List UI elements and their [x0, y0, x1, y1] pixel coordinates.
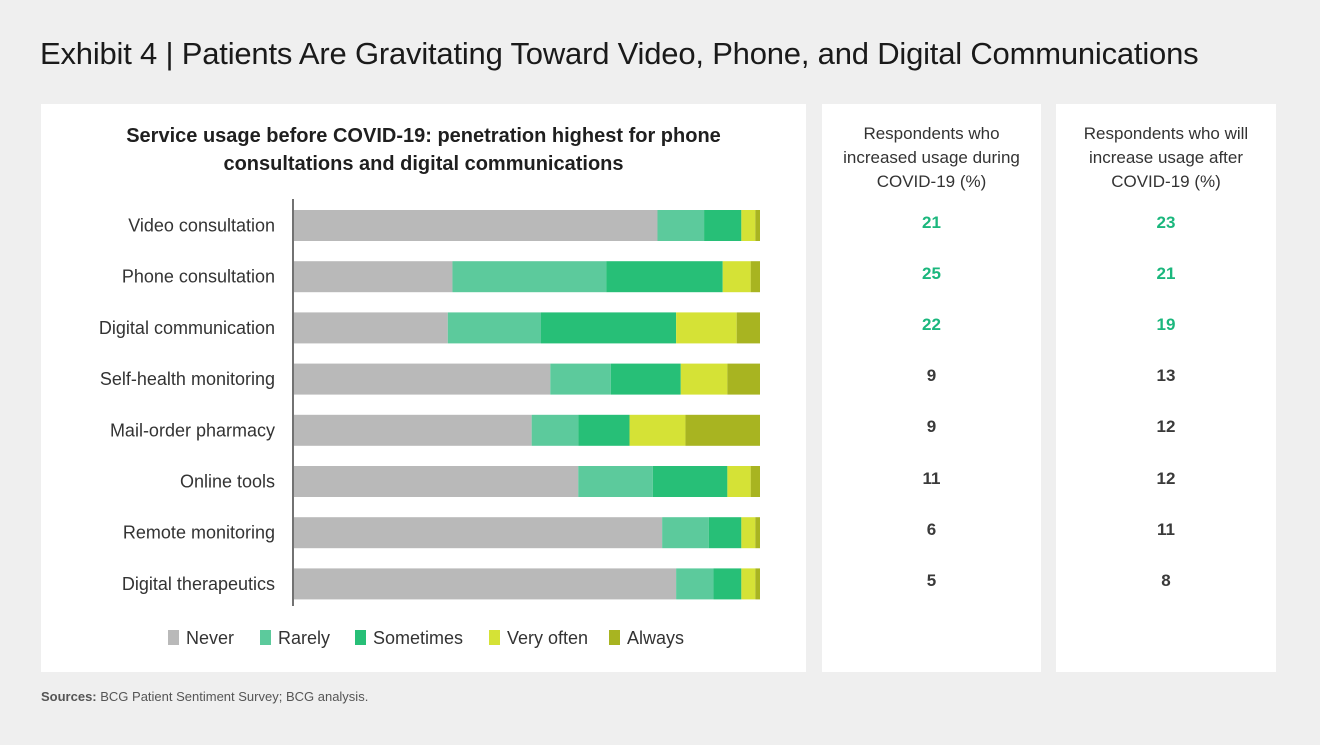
- percentage-value: 12: [1156, 468, 1176, 488]
- bar-segment-very-often: [741, 568, 756, 600]
- category-label: Self-health monitoring: [100, 369, 275, 389]
- header-line: Respondents who: [863, 124, 1000, 143]
- bar-segment-always: [755, 568, 760, 600]
- sources-label: Sources:: [41, 689, 97, 704]
- header-line: COVID-19 (%): [876, 172, 987, 191]
- percentage-value: 22: [922, 314, 941, 334]
- chart-title-line-2: consultations and digital communications: [223, 153, 624, 175]
- legend-swatch-very-often: [489, 630, 500, 645]
- percentage-value: 9: [926, 417, 937, 437]
- bar-segment-rarely: [657, 210, 705, 241]
- bar-segment-very-often: [676, 312, 737, 344]
- bar-segment-sometimes: [606, 261, 723, 293]
- percentage-value: 6: [926, 519, 937, 539]
- bar-segment-sometimes: [610, 363, 681, 395]
- legend-swatch-rarely: [260, 630, 271, 645]
- bar-segment-always: [685, 414, 760, 446]
- bar-segment-always: [755, 517, 760, 549]
- increased-during-column: Respondents who increased usage during C…: [822, 104, 1041, 672]
- legend-swatch-never: [168, 630, 179, 645]
- bar-segment-rarely: [578, 466, 653, 497]
- header-line: increase usage after: [1088, 148, 1244, 167]
- bar-segment-always: [755, 210, 760, 241]
- header-line: Respondents who will: [1083, 124, 1249, 143]
- bar-segment-sometimes: [704, 210, 742, 241]
- bar-segment-sometimes: [578, 414, 630, 446]
- legend-label: Very often: [507, 628, 588, 648]
- legend-label: Always: [627, 628, 684, 648]
- bar-segment-rarely: [452, 261, 607, 293]
- increased-during-header: Respondents who increased usage during C…: [822, 122, 1041, 194]
- percentage-value: 25: [922, 263, 941, 283]
- legend-label: Never: [186, 628, 234, 648]
- percentage-value: 11: [1157, 519, 1175, 539]
- category-label: Digital therapeutics: [122, 574, 275, 594]
- bar-segment-always: [750, 466, 760, 497]
- sources-text: BCG Patient Sentiment Survey; BCG analys…: [96, 689, 369, 704]
- percentage-value: 23: [1156, 212, 1176, 232]
- bar-segment-always: [736, 312, 760, 344]
- percentage-value: 5: [926, 570, 937, 590]
- bar-segment-never: [294, 517, 663, 549]
- bar-segment-never: [294, 363, 551, 395]
- bar-segment-rarely: [531, 414, 579, 446]
- bar-segment-very-often: [741, 210, 756, 241]
- legend-label: Rarely: [278, 628, 330, 648]
- header-line: increased usage during: [843, 148, 1020, 167]
- bar-segment-sometimes: [713, 568, 742, 600]
- bar-segment-never: [294, 414, 532, 446]
- bar-segment-rarely: [662, 517, 709, 549]
- bar-segment-never: [294, 261, 453, 293]
- category-label: Digital communication: [99, 318, 275, 338]
- percentage-value: 8: [1161, 570, 1171, 590]
- category-label: Mail-order pharmacy: [110, 420, 275, 440]
- stacked-bar-chart: Video consultation Phone consultation Digi…: [99, 199, 760, 648]
- page-title: Exhibit 4 | Patients Are Gravitating Tow…: [40, 36, 1199, 71]
- legend-label: Sometimes: [373, 628, 463, 648]
- category-label: Video consultation: [128, 216, 275, 236]
- chart-panel: Service usage before COVID-19: penetrati…: [41, 104, 806, 672]
- bar-segment-rarely: [550, 363, 611, 395]
- percentage-value: 13: [1156, 366, 1176, 386]
- bar-segment-very-often: [722, 261, 751, 293]
- bar-segment-sometimes: [540, 312, 677, 344]
- percentage-value: 11: [922, 468, 941, 488]
- bar-segment-never: [294, 568, 677, 600]
- bar-segment-sometimes: [708, 517, 742, 549]
- percentage-value: 21: [922, 212, 941, 232]
- bar-segment-very-often: [727, 466, 751, 497]
- bar-segment-sometimes: [652, 466, 728, 497]
- increase-after-column: Respondents who will increase usage afte…: [1056, 104, 1276, 672]
- percentage-value: 9: [926, 366, 937, 386]
- bar-segment-rarely: [676, 568, 714, 600]
- sources-note: Sources: BCG Patient Sentiment Survey; B…: [41, 689, 368, 704]
- bar-segment-very-often: [680, 363, 728, 395]
- category-label: Remote monitoring: [123, 523, 275, 543]
- bar-segment-never: [294, 210, 658, 241]
- increase-after-header: Respondents who will increase usage afte…: [1056, 122, 1276, 194]
- percentage-value: 19: [1156, 314, 1176, 334]
- category-label: Phone consultation: [122, 267, 275, 287]
- bar-segment-never: [294, 312, 448, 344]
- bar-segment-very-often: [741, 517, 756, 549]
- bar-segment-rarely: [447, 312, 541, 344]
- bar-segment-very-often: [629, 414, 686, 446]
- legend-swatch-always: [609, 630, 620, 645]
- bar-segment-always: [750, 261, 760, 293]
- bar-segment-never: [294, 466, 579, 497]
- percentage-value: 12: [1156, 417, 1176, 437]
- header-line: COVID-19 (%): [1111, 172, 1221, 191]
- category-label: Online tools: [180, 472, 275, 492]
- chart-title-line-1: Service usage before COVID-19: penetrati…: [126, 125, 721, 147]
- chart-title: Service usage before COVID-19: penetrati…: [41, 122, 806, 178]
- bar-segment-always: [727, 363, 760, 395]
- percentage-value: 21: [1156, 263, 1176, 283]
- legend-swatch-sometimes: [355, 630, 366, 645]
